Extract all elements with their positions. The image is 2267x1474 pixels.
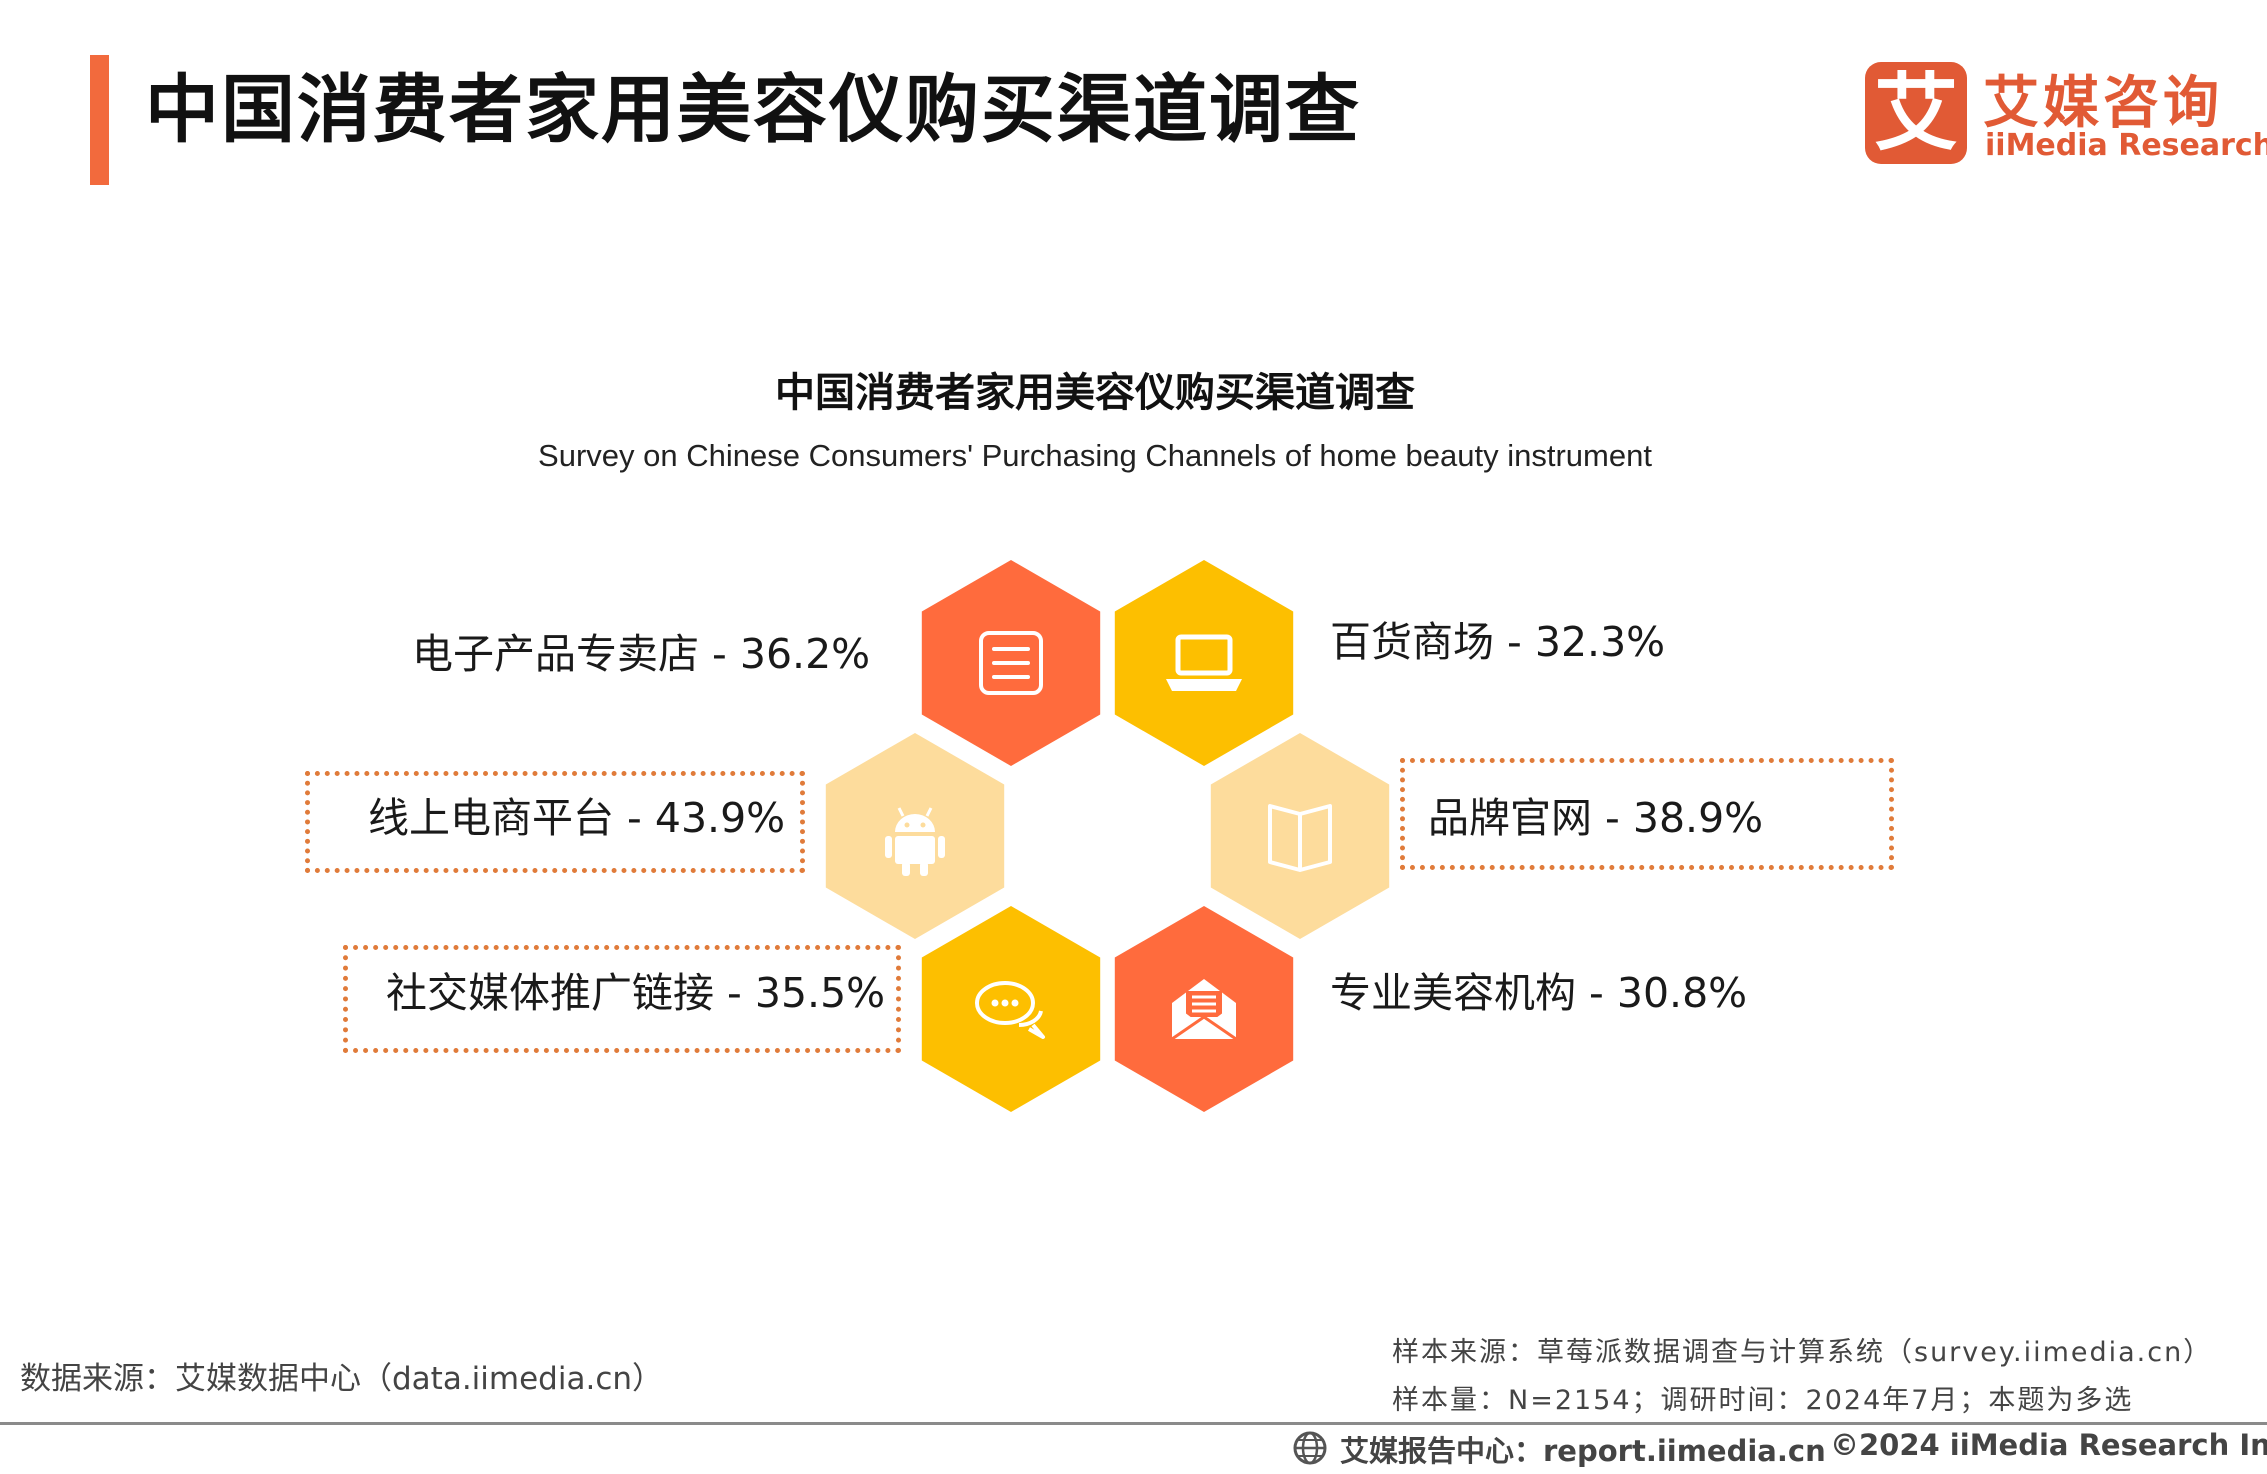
sample-info: 样本量：N=2154；调研时间：2024年7月；本题为多选 xyxy=(1392,1385,2134,1416)
channel-value: 36.2% xyxy=(739,630,871,678)
footer-divider xyxy=(0,1422,2267,1425)
channel-label: 专业美容机构 - 30.8% xyxy=(1330,965,1747,1021)
mail-icon xyxy=(1171,979,1237,1041)
channel-name: 社交媒体推广链接 xyxy=(386,969,714,1017)
hexagon-1 xyxy=(921,560,1101,766)
logo-cn-text: 艾媒咨询 xyxy=(1983,71,2223,136)
hexagon-6 xyxy=(1114,906,1294,1112)
label-separator: - xyxy=(1592,794,1633,842)
channel-name: 专业美容机构 xyxy=(1330,969,1576,1017)
channel-label: 百货商场 - 32.3% xyxy=(1330,614,1665,670)
channel-value: 30.8% xyxy=(1616,969,1748,1017)
hexagon-2 xyxy=(1114,560,1294,766)
channel-value: 38.9% xyxy=(1632,794,1764,842)
data-source: 数据来源：艾媒数据中心（data.iimedia.cn） xyxy=(20,1361,664,1397)
channel-label: 电子产品专卖店 - 36.2% xyxy=(412,626,870,682)
title-accent-bar xyxy=(90,55,109,185)
copyright: ©2024 iiMedia Research Inc xyxy=(1830,1428,2267,1462)
label-separator: - xyxy=(614,794,655,842)
report-center-link[interactable]: 艾媒报告中心：report.iimedia.cn xyxy=(1340,1434,1826,1468)
chart-title: 中国消费者家用美容仪购买渠道调查 xyxy=(775,370,1415,416)
logo-en-text: iiMedia Research xyxy=(1985,128,2267,163)
sample-source: 样本来源：草莓派数据调查与计算系统（survey.iimedia.cn） xyxy=(1392,1337,2213,1368)
brand-logo: 艾 艾媒咨询 iiMedia Research xyxy=(1865,62,2267,172)
channel-value: 32.3% xyxy=(1534,618,1666,666)
hexagon-shape xyxy=(921,906,1101,1112)
chart-subtitle: Survey on Chinese Consumers' Purchasing … xyxy=(538,438,1652,473)
channel-value: 35.5% xyxy=(754,969,886,1017)
channel-name: 电子产品专卖店 xyxy=(412,630,699,678)
channel-label: 品牌官网 - 38.9% xyxy=(1428,790,1763,846)
highlight-box xyxy=(305,771,805,873)
channel-name: 品牌官网 xyxy=(1428,794,1592,842)
highlight-box xyxy=(343,945,901,1053)
label-separator: - xyxy=(1494,618,1535,666)
hexagon-4 xyxy=(1210,733,1390,939)
book-icon xyxy=(1268,804,1332,872)
channel-name: 百货商场 xyxy=(1330,618,1494,666)
logo-mark: 艾 xyxy=(1865,62,1967,164)
label-separator: - xyxy=(1576,969,1617,1017)
channel-label: 线上电商平台 - 43.9% xyxy=(368,790,785,846)
highlight-box xyxy=(1400,758,1894,870)
channel-label: 社交媒体推广链接 - 35.5% xyxy=(386,965,885,1021)
android-icon xyxy=(885,807,945,876)
hexagon-3 xyxy=(825,733,1005,939)
channel-value: 43.9% xyxy=(654,794,786,842)
globe-icon xyxy=(1293,1431,1327,1465)
hexagon-shape xyxy=(1114,560,1294,766)
label-separator: - xyxy=(699,630,740,678)
channel-name: 线上电商平台 xyxy=(368,794,614,842)
page-title: 中国消费者家用美容仪购买渠道调查 xyxy=(145,67,1361,153)
chat-icon xyxy=(975,981,1045,1039)
laptop-icon xyxy=(1166,634,1242,691)
hexagon-chart xyxy=(825,560,1390,1112)
document-icon xyxy=(979,631,1043,695)
hexagon-5 xyxy=(921,906,1101,1112)
label-separator: - xyxy=(714,969,755,1017)
